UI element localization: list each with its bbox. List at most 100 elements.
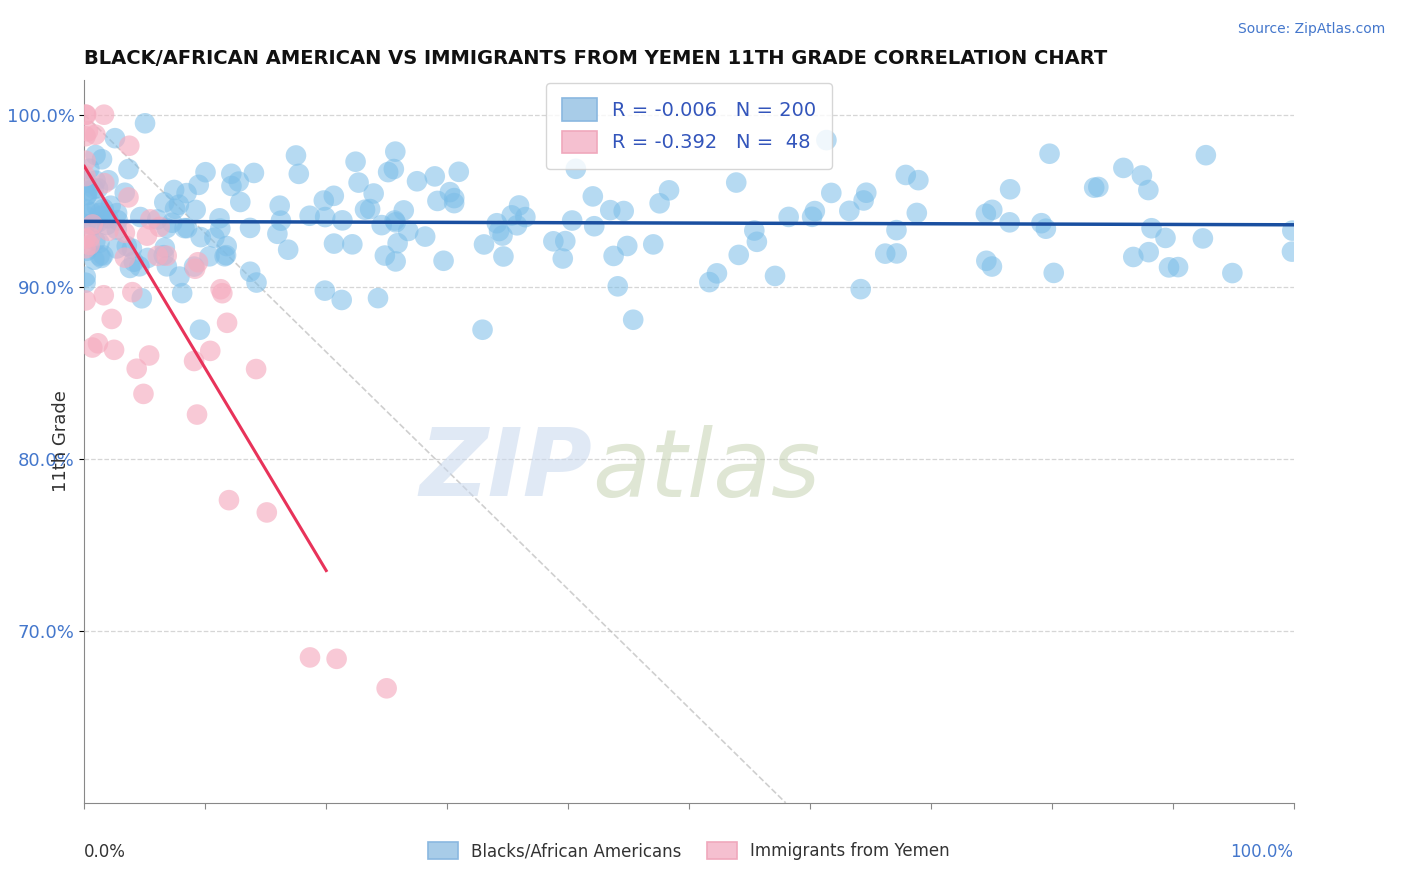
Point xyxy=(188,323,211,337)
Point xyxy=(84,174,107,188)
Point xyxy=(330,293,353,307)
Point xyxy=(121,285,143,300)
Y-axis label: 11th Grade: 11th Grade xyxy=(52,391,70,492)
Point xyxy=(100,312,122,326)
Point xyxy=(228,175,250,189)
Point xyxy=(423,169,446,184)
Point xyxy=(852,194,875,208)
Point xyxy=(93,288,115,302)
Point xyxy=(89,206,111,220)
Point xyxy=(125,361,148,376)
Point xyxy=(347,176,370,190)
Point xyxy=(90,251,112,265)
Point xyxy=(75,202,97,216)
Text: Source: ZipAtlas.com: Source: ZipAtlas.com xyxy=(1237,22,1385,37)
Point xyxy=(160,216,183,230)
Point xyxy=(104,131,127,145)
Point xyxy=(359,202,381,216)
Point xyxy=(374,249,396,263)
Point xyxy=(323,236,346,251)
Point xyxy=(76,244,98,258)
Point xyxy=(229,194,252,209)
Point xyxy=(115,239,138,253)
Point xyxy=(1281,224,1303,238)
Point xyxy=(1112,161,1135,175)
Point xyxy=(83,252,105,267)
Point xyxy=(270,213,292,227)
Point xyxy=(602,249,624,263)
Point xyxy=(87,181,110,195)
Point xyxy=(894,168,917,182)
Point xyxy=(413,229,436,244)
Point xyxy=(131,291,153,305)
Point xyxy=(89,235,111,250)
Point xyxy=(75,169,97,183)
Point xyxy=(183,260,205,274)
Point xyxy=(163,202,186,216)
Point xyxy=(377,165,399,179)
Point xyxy=(118,138,141,153)
Point xyxy=(426,194,449,208)
Point xyxy=(87,215,110,229)
Point xyxy=(79,161,101,176)
Point xyxy=(97,211,120,226)
Point xyxy=(146,212,169,227)
Point xyxy=(406,174,429,188)
Point xyxy=(75,108,97,122)
Point xyxy=(117,190,139,204)
Point xyxy=(83,182,105,196)
Point xyxy=(215,239,238,253)
Point xyxy=(855,186,877,200)
Point xyxy=(153,241,176,255)
Point xyxy=(218,493,240,508)
Point xyxy=(97,173,120,187)
Point xyxy=(1042,266,1064,280)
Point xyxy=(801,210,824,224)
Point xyxy=(167,197,190,211)
Point xyxy=(382,162,405,177)
Point xyxy=(122,254,145,268)
Point xyxy=(488,224,510,238)
Point xyxy=(998,182,1021,196)
Point xyxy=(322,189,344,203)
Point xyxy=(82,341,104,355)
Point xyxy=(312,194,335,208)
Point xyxy=(75,293,97,308)
Point xyxy=(606,279,628,293)
Point xyxy=(613,204,636,219)
Point xyxy=(209,282,232,296)
Point xyxy=(183,354,205,368)
Point xyxy=(75,269,97,284)
Point xyxy=(1035,221,1057,235)
Point xyxy=(314,284,336,298)
Point xyxy=(485,216,508,230)
Point xyxy=(804,204,827,219)
Point xyxy=(886,223,908,237)
Point xyxy=(239,221,262,235)
Point xyxy=(367,291,389,305)
Point xyxy=(211,286,233,301)
Point xyxy=(200,343,222,358)
Point xyxy=(269,199,291,213)
Point xyxy=(905,206,928,220)
Point xyxy=(974,207,997,221)
Point xyxy=(1192,231,1215,245)
Point xyxy=(551,252,574,266)
Point xyxy=(172,286,194,301)
Point xyxy=(75,241,97,255)
Point xyxy=(256,505,278,519)
Point xyxy=(215,248,238,262)
Point xyxy=(204,230,226,244)
Point xyxy=(208,211,231,226)
Point xyxy=(75,153,97,168)
Point xyxy=(1137,183,1160,197)
Legend: Blacks/African Americans, Immigrants from Yemen: Blacks/African Americans, Immigrants fro… xyxy=(422,835,956,867)
Point xyxy=(616,239,638,253)
Point xyxy=(245,362,267,376)
Point xyxy=(75,108,97,122)
Point xyxy=(298,209,321,223)
Point xyxy=(1038,146,1060,161)
Point xyxy=(79,230,101,244)
Point xyxy=(648,196,671,211)
Point xyxy=(471,323,494,337)
